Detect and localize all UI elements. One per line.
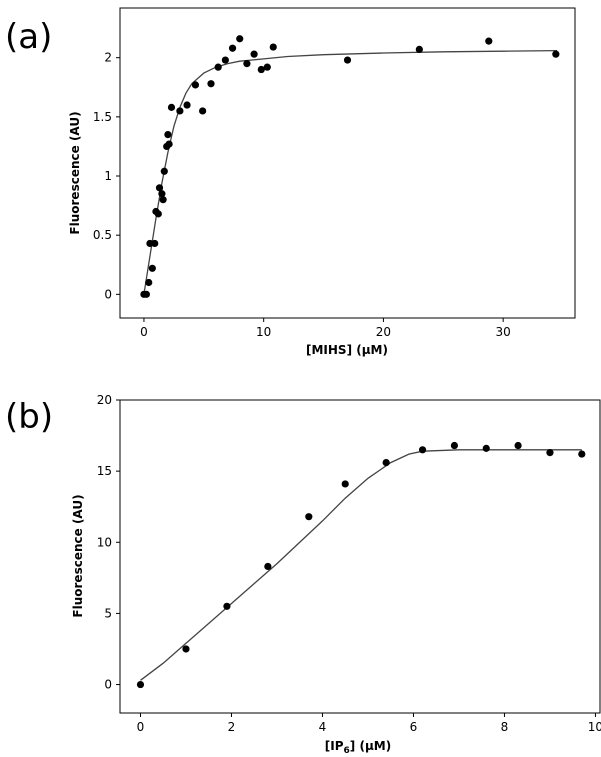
x-tick-label: 4: [319, 720, 327, 734]
x-tick-label: 10: [588, 720, 601, 734]
x-tick-label: 0: [137, 720, 145, 734]
panel-b-plot-frame: [119, 399, 601, 714]
data-point: [250, 50, 258, 58]
y-tick-label: 20: [97, 393, 112, 407]
panel-a-x-ticks: 0 10 20 30: [140, 318, 511, 339]
y-tick-label: 0: [104, 678, 112, 692]
panel-b-x-axis-label-suffix: ] (μM): [350, 739, 391, 753]
data-point: [154, 210, 162, 218]
data-point: [343, 56, 352, 64]
x-tick-label: 30: [496, 325, 511, 339]
data-point: [546, 449, 554, 457]
panel-a-x-axis-label: [MIHS] (μM): [306, 343, 388, 357]
panel-b-y-axis-label: Fluorescence (AU): [71, 494, 85, 617]
data-point: [158, 190, 166, 198]
data-point: [151, 239, 159, 248]
data-point: [160, 167, 168, 175]
data-point: [164, 131, 172, 139]
panel-b-x-axis-label-prefix: [IP: [325, 739, 344, 753]
data-point: [243, 60, 251, 68]
data-point: [207, 80, 215, 88]
panel-a-y-axis-label: Fluorescence (AU): [68, 111, 82, 234]
y-tick-label: 2: [104, 51, 112, 65]
data-point: [155, 184, 164, 192]
x-tick-label: 0: [140, 325, 148, 339]
data-point: [382, 459, 390, 467]
data-point: [418, 446, 427, 454]
data-point: [176, 107, 184, 115]
y-tick-label: 5: [104, 606, 112, 620]
data-point: [482, 444, 490, 452]
data-point: [257, 65, 265, 74]
data-point: [305, 513, 313, 521]
data-point: [552, 50, 560, 58]
y-tick-label: 1: [104, 169, 112, 183]
data-point: [159, 196, 167, 204]
y-tick-label: 10: [97, 535, 112, 549]
data-point: [191, 81, 200, 89]
x-tick-label: 10: [256, 325, 271, 339]
data-point: [485, 37, 493, 45]
data-point: [199, 107, 207, 115]
data-point: [136, 680, 145, 689]
panel-a: (a) 0 10 20 30 0 0.5 1 1.5 2 [MIHS] (μM) Fluore…: [5, 7, 576, 357]
data-point: [182, 645, 190, 653]
y-tick-label: 1.5: [93, 110, 112, 124]
panel-a-label: (a): [5, 17, 52, 57]
data-point: [228, 44, 237, 52]
data-point: [269, 43, 277, 51]
data-point: [341, 480, 349, 488]
y-tick-label: 0: [104, 287, 112, 301]
data-point: [450, 441, 459, 450]
panel-a-plot-frame: [119, 7, 576, 319]
data-point: [183, 101, 191, 109]
x-tick-label: 8: [501, 720, 509, 734]
data-point: [214, 63, 222, 71]
panel-b-points: [136, 441, 586, 689]
data-point: [142, 290, 150, 298]
y-tick-label: 0.5: [93, 228, 112, 242]
x-tick-label: 6: [410, 720, 418, 734]
data-point: [148, 264, 156, 272]
panel-b-label: (b): [5, 397, 53, 437]
data-point: [264, 562, 272, 571]
data-point: [263, 63, 271, 71]
data-point: [165, 140, 173, 148]
panel-b-x-ticks: 0 2 4 6 8 10: [137, 713, 601, 734]
data-point: [145, 278, 153, 287]
panel-b-x-axis-label: [IP6] (μM): [325, 739, 391, 756]
data-point: [236, 35, 244, 43]
panel-b-x-axis-label-subscript: 6: [344, 746, 350, 756]
panel-b-y-ticks: 0 5 10 15 20: [97, 393, 120, 692]
data-point: [514, 441, 522, 450]
y-tick-label: 15: [97, 464, 112, 478]
panel-b-fit-line: [140, 449, 582, 681]
panel-a-fit-line: [143, 49, 558, 295]
data-point: [221, 56, 229, 64]
x-tick-label: 2: [228, 720, 236, 734]
x-tick-label: 20: [376, 325, 391, 339]
data-point: [415, 45, 423, 54]
data-point: [167, 103, 176, 111]
data-point: [578, 450, 586, 458]
panel-a-points: [140, 35, 560, 298]
panel-a-y-ticks: 0 0.5 1 1.5 2: [93, 51, 120, 301]
data-point: [223, 602, 231, 610]
